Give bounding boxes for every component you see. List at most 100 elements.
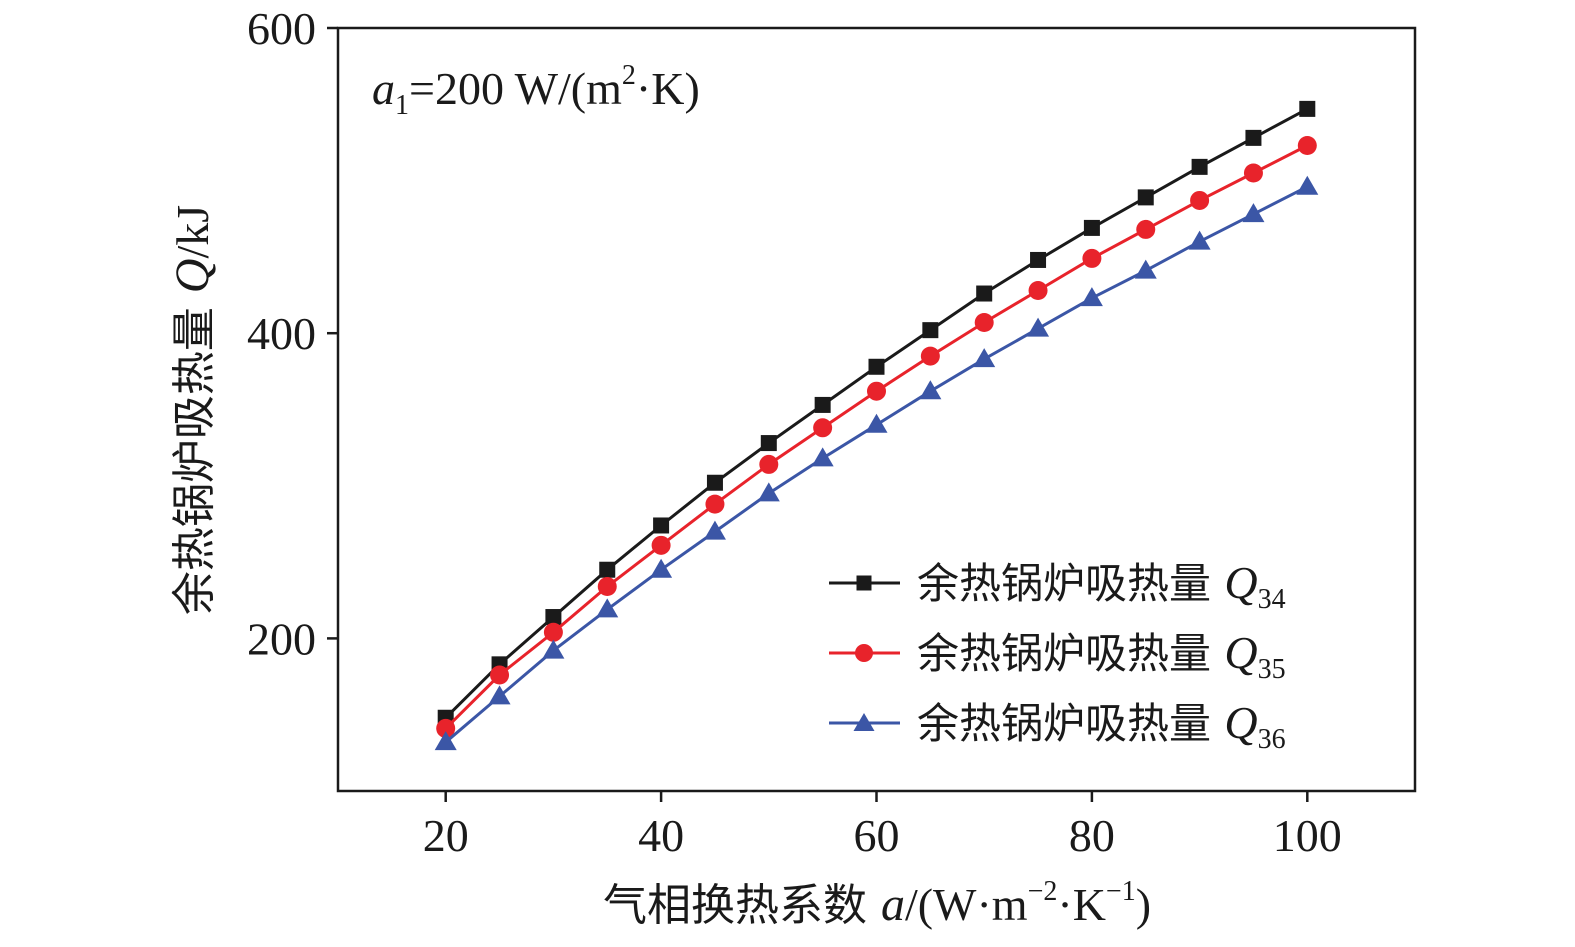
data-point-square <box>1245 129 1262 146</box>
x-axis-label-mid: ·K <box>1057 879 1106 930</box>
x-axis-label: 气相换热系数 a/(W·m−2·K−1) <box>603 876 1151 931</box>
legend-marker-triangle <box>853 713 875 731</box>
legend-marker-square <box>856 575 872 591</box>
data-point-square <box>814 396 831 413</box>
x-axis-label-close: ) <box>1136 879 1151 930</box>
data-point-triangle <box>703 520 726 540</box>
x-axis-label-var: a <box>881 878 905 931</box>
data-point-square <box>1137 189 1154 206</box>
data-point-circle <box>651 535 671 555</box>
x-axis-label-exp1: −2 <box>1028 876 1058 907</box>
data-point-triangle <box>1188 230 1211 250</box>
data-point-circle <box>974 313 994 333</box>
legend-label-text-q34: 余热锅炉吸热量 <box>917 559 1224 608</box>
y-axis-label-prefix: 余热锅炉吸热量 <box>169 293 220 615</box>
data-point-triangle <box>1296 175 1319 195</box>
annotation: a1=200 W/(m2·K) <box>372 60 700 121</box>
legend-label-q34: 余热锅炉吸热量 Q34 <box>917 557 1286 615</box>
legend-label-sub-q36: 36 <box>1258 724 1286 755</box>
series-34 <box>437 100 1316 726</box>
legend: 余热锅炉吸热量 Q34 余热锅炉吸热量 Q35 余热锅炉吸热量 Q36 <box>829 557 1286 755</box>
x-tick-label: 20 <box>423 810 469 861</box>
legend-label-var-q36: Q <box>1224 697 1257 748</box>
data-point-circle <box>597 577 617 597</box>
data-point-circle <box>490 665 510 685</box>
data-point-square <box>1299 100 1316 117</box>
y-axis-label: 余热锅炉吸热量 Q/kJ <box>166 205 220 615</box>
series-line <box>444 107 1309 719</box>
legend-item-q35: 余热锅炉吸热量 Q35 <box>829 627 1286 685</box>
data-point-triangle <box>488 685 511 705</box>
data-point-square <box>1083 219 1100 236</box>
data-point-triangle <box>973 348 996 368</box>
data-point-square <box>976 285 993 302</box>
x-axis-label-exp2: −1 <box>1106 876 1136 907</box>
legend-label-var-q35: Q <box>1224 627 1257 678</box>
y-tick-label: 200 <box>247 613 316 664</box>
legend-label-text-q36: 余热锅炉吸热量 <box>917 699 1224 748</box>
legend-item-q34: 余热锅炉吸热量 Q34 <box>829 557 1286 615</box>
x-tick-label: 60 <box>854 810 900 861</box>
data-point-square <box>760 435 777 452</box>
series-35 <box>436 136 1317 738</box>
data-point-triangle <box>1080 287 1103 307</box>
data-point-triangle <box>1134 259 1157 279</box>
legend-item-q36: 余热锅炉吸热量 Q36 <box>829 697 1286 755</box>
x-tick-label: 100 <box>1273 810 1342 861</box>
data-point-circle <box>813 418 833 438</box>
text-layer: 余热锅炉吸热量 Q/kJ 气相换热系数 a/(W·m−2·K−1) a1=200… <box>166 60 1286 931</box>
x-tick-label: 40 <box>638 810 684 861</box>
data-point-triangle <box>865 413 888 433</box>
data-point-circle <box>705 494 725 514</box>
y-tick-label: 600 <box>247 3 316 54</box>
annotation-eq: =200 W/(m <box>409 63 622 114</box>
axes: 20 40 60 80 100 200 400 600 <box>247 3 1417 861</box>
legend-label-var-q34: Q <box>1224 557 1257 608</box>
annotation-sub: 1 <box>395 90 409 121</box>
y-axis-label-var: Q <box>166 259 219 294</box>
legend-marker-circle <box>855 644 873 662</box>
data-point-circle <box>759 454 779 474</box>
data-point-triangle <box>596 598 619 618</box>
data-point-triangle <box>1242 203 1265 223</box>
data-point-triangle <box>919 380 942 400</box>
annotation-tail: ·K) <box>636 63 700 114</box>
data-point-triangle <box>434 731 457 751</box>
data-point-triangle <box>1027 317 1050 337</box>
data-point-triangle <box>650 558 673 578</box>
legend-label-q35: 余热锅炉吸热量 Q35 <box>917 627 1286 685</box>
data-point-circle <box>1082 248 1102 268</box>
data-point-circle <box>867 381 886 401</box>
series-36 <box>434 175 1319 751</box>
data-point-square <box>706 474 723 491</box>
data-point-circle <box>436 718 456 738</box>
y-tick-label: 400 <box>247 308 316 359</box>
data-point-square <box>868 358 885 375</box>
data-point-circle <box>1243 163 1263 183</box>
annotation-sup: 2 <box>622 60 636 91</box>
x-axis-label-unit-open: /(W·m <box>905 879 1028 930</box>
data-point-square <box>922 322 939 339</box>
data-point-circle <box>920 346 940 366</box>
legend-label-sub-q35: 35 <box>1258 654 1286 685</box>
x-tick-label: 80 <box>1069 810 1115 861</box>
data-point-circle <box>1136 219 1156 239</box>
data-point-circle <box>1190 190 1210 210</box>
annotation-var: a <box>372 63 395 114</box>
series-layer <box>434 100 1319 751</box>
data-point-circle <box>543 622 563 642</box>
data-point-square <box>1191 158 1208 175</box>
x-axis-label-prefix: 气相换热系数 <box>603 880 881 931</box>
data-point-triangle <box>542 639 565 659</box>
legend-label-q36: 余热锅炉吸热量 Q36 <box>917 697 1286 755</box>
data-point-triangle <box>757 482 780 502</box>
data-point-square <box>545 609 562 626</box>
legend-label-text-q35: 余热锅炉吸热量 <box>917 629 1224 678</box>
data-point-square <box>599 561 616 578</box>
data-point-triangle <box>811 447 834 467</box>
data-point-square <box>1030 251 1047 268</box>
data-point-circle <box>1297 136 1317 156</box>
y-axis-label-unit: /kJ <box>167 205 218 259</box>
legend-label-sub-q34: 34 <box>1258 584 1286 615</box>
